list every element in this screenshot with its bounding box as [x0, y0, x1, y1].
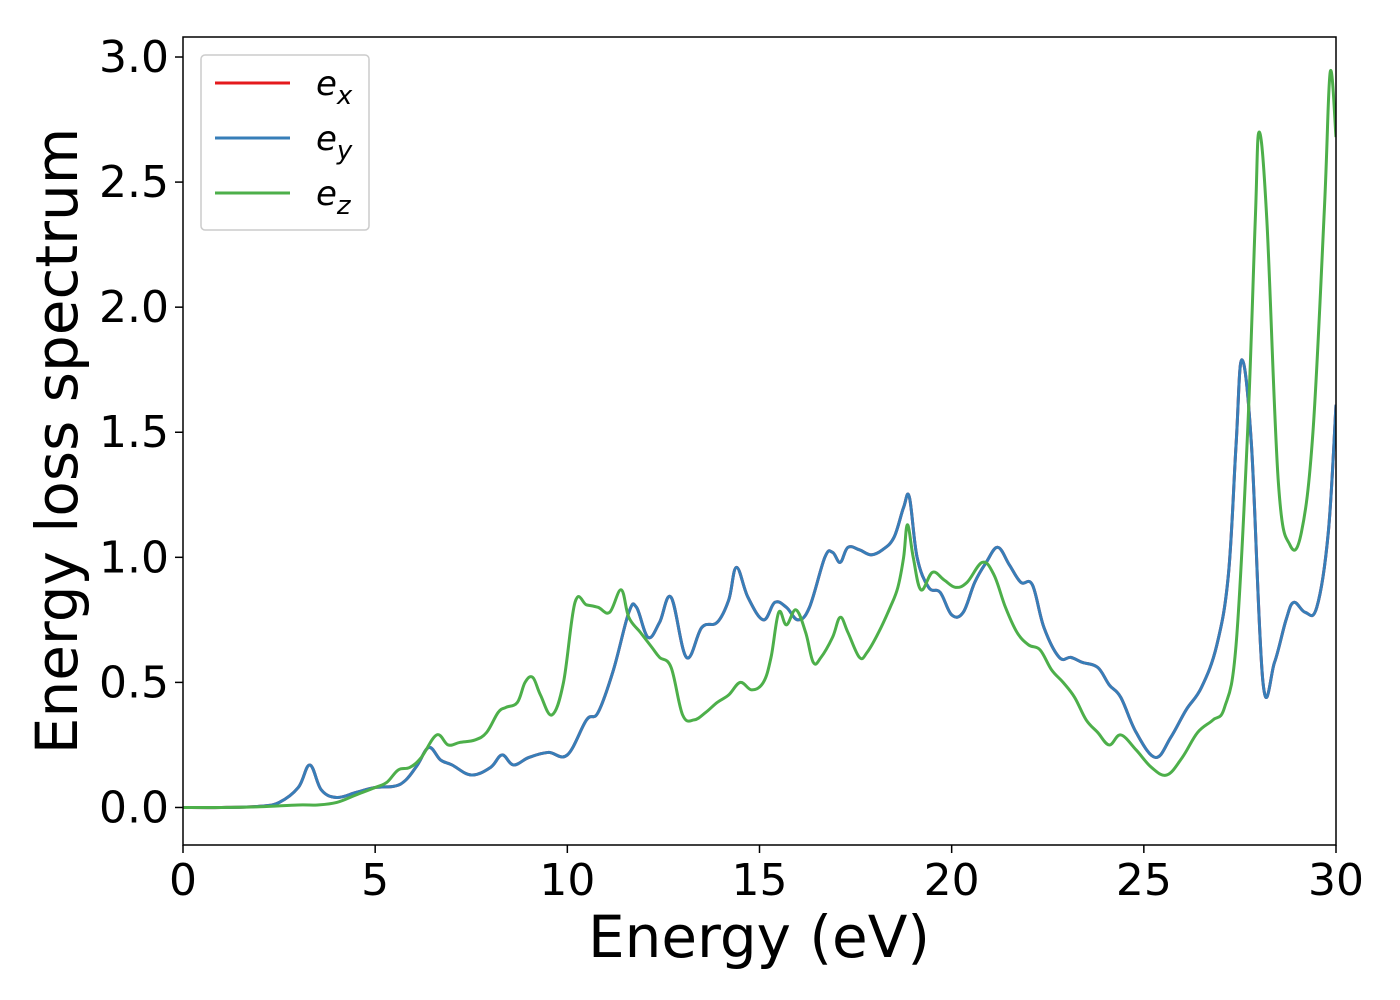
series-layer	[183, 68, 1336, 810]
legend-frame	[200, 54, 370, 231]
x-tick-label: 10	[539, 855, 595, 906]
y-tick-label: 1.5	[99, 407, 169, 458]
legend-label-e-y: ey	[316, 119, 353, 166]
x-tick-label: 30	[1308, 855, 1364, 906]
ticks-layer: 0 5 10 15 20 25 30 0.0 0.5 1.0 1.5 2.0 2.5 3.0	[99, 32, 1364, 906]
x-tick-label: 25	[1116, 855, 1172, 906]
x-tick-label: 5	[361, 855, 389, 906]
y-axis-title: Energy loss spectrum	[23, 128, 91, 754]
series-line-e-z	[183, 68, 1336, 810]
series-line-e-x	[183, 358, 1336, 810]
legend-entries: ex ey ez	[215, 64, 353, 221]
x-tick-label: 20	[924, 855, 980, 906]
y-tick-label: 3.0	[99, 32, 169, 83]
y-tick-label: 0.0	[99, 782, 169, 833]
series-line-e-y	[183, 358, 1336, 810]
y-tick-label: 0.5	[99, 657, 169, 708]
y-tick-label: 2.0	[99, 282, 169, 333]
x-tick-label: 0	[169, 855, 197, 906]
x-tick-label: 15	[732, 855, 788, 906]
legend-label-e-z: ez	[316, 174, 352, 221]
y-tick-label: 2.5	[99, 157, 169, 208]
legend-label-e-x: ex	[316, 64, 353, 111]
legend: ex ey ez	[200, 54, 370, 231]
y-tick-label: 1.0	[99, 532, 169, 583]
x-axis-title: Energy (eV)	[588, 903, 930, 971]
